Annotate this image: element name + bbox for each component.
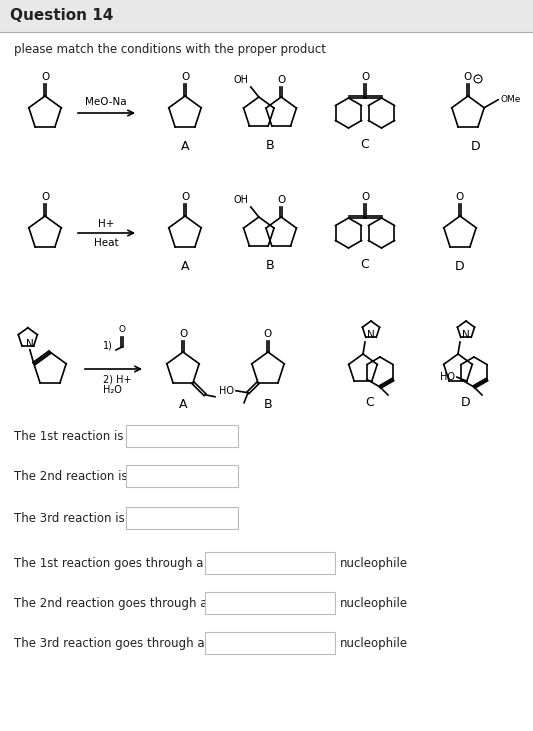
Text: The 3rd reaction is: The 3rd reaction is [14,512,125,525]
Bar [0,0,533,31]
Text: please match the conditions with the proper product: please match the conditions with the pro… [14,43,326,56]
Text: O: O [361,192,369,202]
Text: C: C [361,138,369,151]
Bar [126,465,238,487]
Text: The 1st reaction goes through a: The 1st reaction goes through a [14,556,204,569]
Text: B: B [264,398,272,411]
Text: O: O [181,72,189,82]
Text: O: O [41,192,49,202]
Text: O: O [181,192,189,202]
Text: O: O [361,72,369,82]
Bar [126,507,238,529]
Text: D: D [461,396,471,409]
Text: MeO-Na: MeO-Na [85,97,127,107]
Text: H₂O: H₂O [103,385,122,395]
Text: O: O [277,194,285,205]
Text: C: C [366,396,374,409]
Text: The 3rd reaction goes through a: The 3rd reaction goes through a [14,637,205,650]
Text: The 2nd reaction goes through a: The 2nd reaction goes through a [14,596,207,610]
Text: H+: H+ [98,219,114,229]
Text: O: O [264,329,272,339]
Text: –: – [476,75,480,83]
Text: The 1st reaction is: The 1st reaction is [14,430,124,442]
Text: Question 14: Question 14 [10,9,114,23]
Text: Heat: Heat [94,238,118,248]
Text: The 2nd reaction is: The 2nd reaction is [14,469,127,482]
Text: HO: HO [440,372,455,382]
Text: A: A [181,140,189,153]
Text: O: O [179,329,187,339]
Bar [205,552,335,574]
Bar [205,592,335,614]
Text: O: O [118,325,125,334]
Text: O: O [456,192,464,202]
Circle shape [474,75,482,83]
Text: B: B [265,139,274,152]
Bar [205,632,335,654]
Text: O: O [41,72,49,82]
Text: A: A [179,398,187,411]
Text: OH: OH [234,195,249,205]
Text: HO: HO [219,386,234,395]
Text: 1): 1) [103,341,113,351]
Text: A: A [181,260,189,273]
Text: D: D [455,260,465,273]
Text: nucleophile: nucleophile [340,596,408,610]
Text: B: B [265,259,274,272]
Bar [126,425,238,447]
Text: nucleophile: nucleophile [340,556,408,569]
Text: N: N [367,330,375,340]
Text: O: O [464,72,472,82]
Text: OMe: OMe [500,95,521,105]
Text: O: O [277,75,285,85]
Text: nucleophile: nucleophile [340,637,408,650]
Text: 2) H+: 2) H+ [103,375,132,385]
Text: OH: OH [234,75,249,85]
Text: N: N [462,330,470,340]
Text: D: D [471,140,481,153]
Text: C: C [361,258,369,271]
Text: N: N [26,338,34,349]
